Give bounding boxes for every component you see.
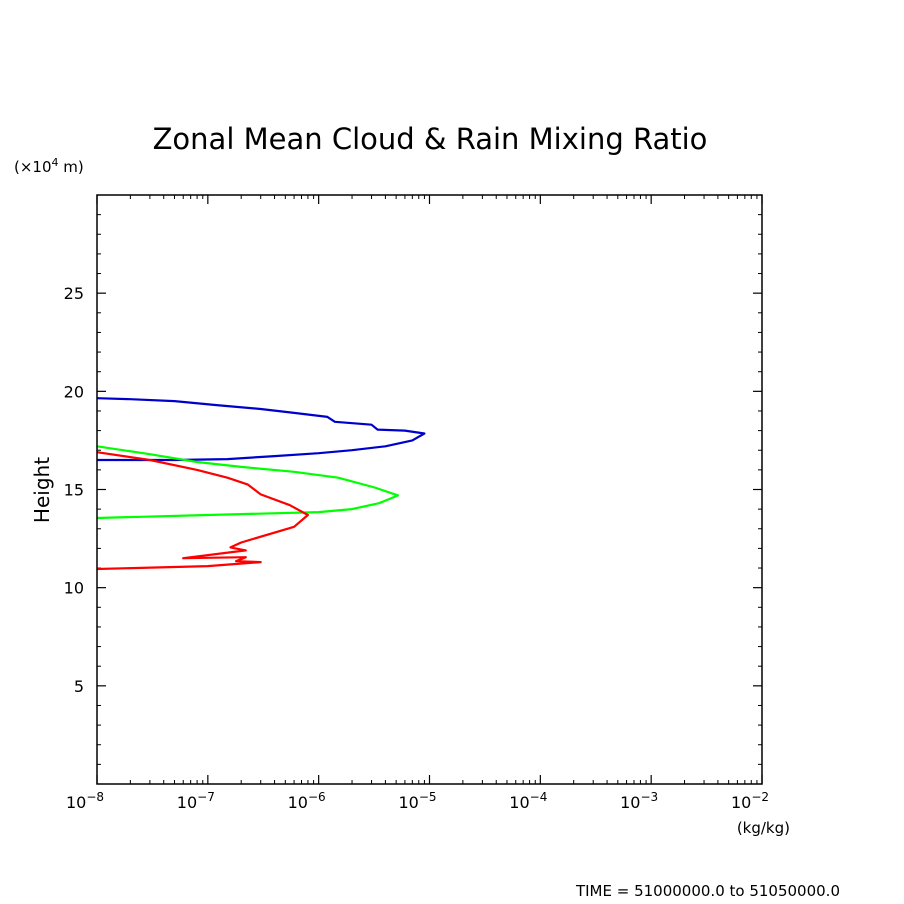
y-tick-label: 5: [74, 677, 84, 696]
x-tick-labels: 10−8 10−7 10−6 10−5 10−4 10−3 10−2: [66, 790, 769, 812]
x-tick-label: 10−6: [288, 790, 326, 812]
series-line-3: [96, 451, 309, 571]
plot-frame: [96, 194, 763, 785]
y-unit-label: (×104 m): [14, 156, 84, 176]
y-tick-label: 20: [64, 382, 84, 401]
time-footer: TIME = 51000000.0 to 51050000.0: [575, 882, 840, 900]
series-line-1: [96, 397, 426, 462]
y-tick-label: 10: [64, 579, 84, 598]
y-tick-labels: 5 10 15 20 25: [64, 284, 84, 696]
series-line-2: [96, 445, 400, 520]
axis-ticks: [96, 195, 763, 784]
x-tick-label: 10−5: [398, 790, 436, 812]
x-tick-label: 10−2: [731, 790, 769, 812]
x-unit-label: (kg/kg): [737, 819, 790, 837]
chart-title: Zonal Mean Cloud & Rain Mixing Ratio: [153, 122, 708, 156]
x-tick-label: 10−4: [509, 790, 547, 812]
y-axis-label: Height: [30, 457, 54, 523]
y-tick-label: 25: [64, 284, 84, 303]
y-tick-label: 15: [64, 481, 84, 500]
series-layer: [96, 397, 426, 571]
x-tick-label: 10−7: [177, 790, 215, 812]
x-tick-label: 10−8: [66, 790, 104, 812]
x-tick-label: 10−3: [620, 790, 658, 812]
